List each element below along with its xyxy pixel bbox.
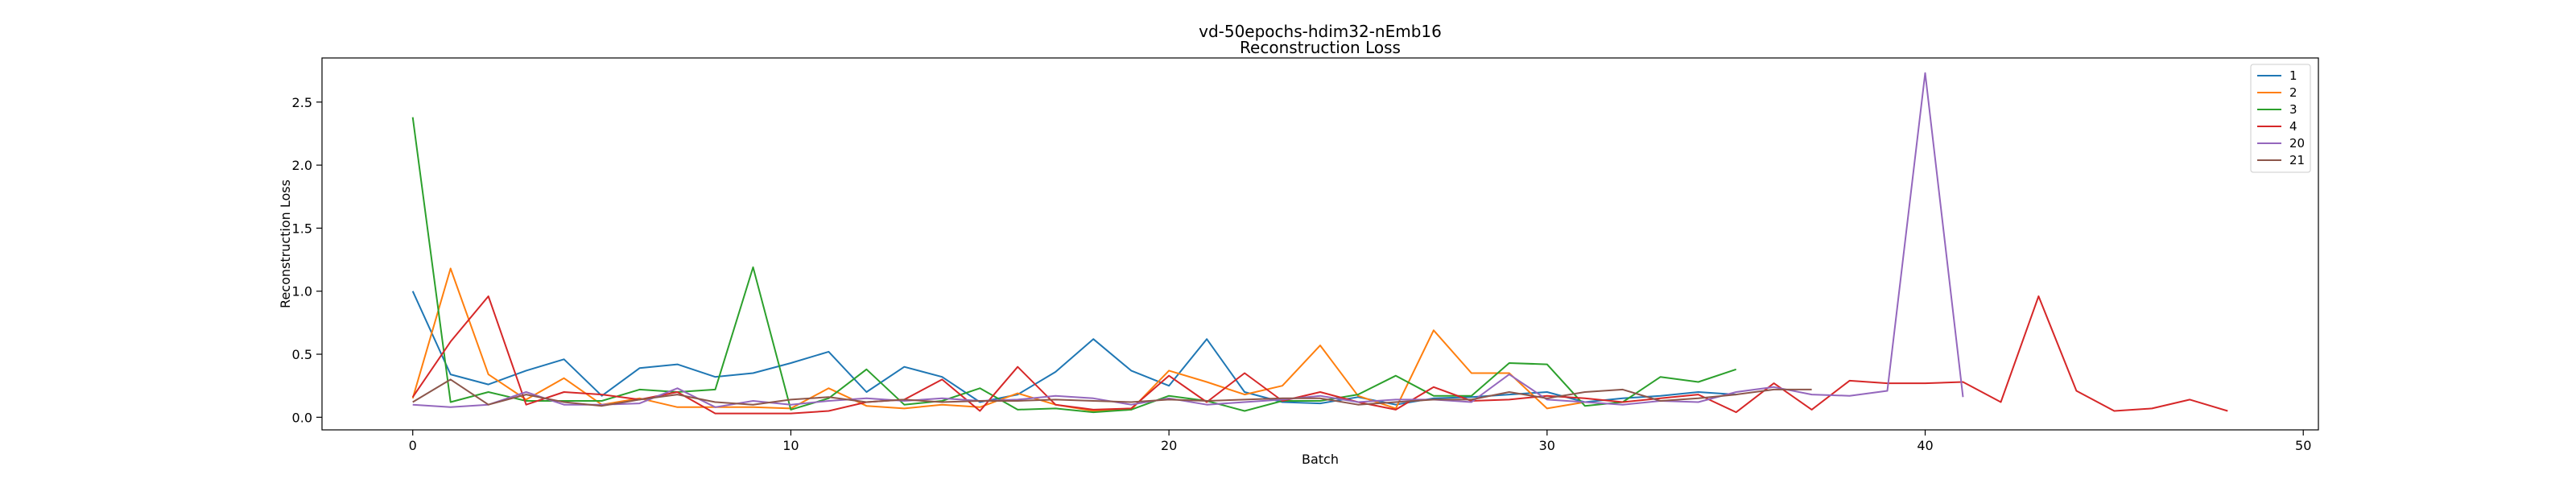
series-line-20: [412, 72, 1964, 408]
x-axis: 0 10 20 30 40 50: [409, 430, 2311, 453]
y-tick-label: 0.5: [292, 347, 312, 362]
x-axis-label: Batch: [1302, 452, 1339, 467]
series-line-4: [411, 295, 2228, 415]
x-tick-label: 10: [782, 438, 799, 453]
y-tick-label: 1.5: [292, 221, 312, 236]
legend: 1 2 3 4 20 21: [2250, 64, 2311, 173]
y-axis: 0.0 0.5 1.0 1.5 2.0 2.5: [292, 95, 322, 425]
legend-label-2: 2: [2289, 85, 2297, 100]
series-layer: [411, 72, 2228, 415]
y-tick-label: 1.0: [292, 284, 312, 299]
series-line-1: [411, 291, 1736, 406]
legend-box: [2250, 64, 2311, 173]
legend-label-21: 21: [2289, 153, 2305, 167]
legend-label-4: 4: [2289, 119, 2297, 134]
chart-subtitle: Reconstruction Loss: [1240, 38, 1401, 57]
x-tick-label: 20: [1161, 438, 1177, 453]
y-tick-label: 0.0: [292, 410, 312, 425]
x-tick-label: 50: [2295, 438, 2311, 453]
x-tick-label: 30: [1539, 438, 1555, 453]
y-tick-label: 2.0: [292, 158, 312, 173]
plot-area: [321, 57, 2319, 431]
series-line-21: [412, 378, 1812, 407]
legend-label-1: 1: [2289, 68, 2297, 83]
y-axis-label: Reconstruction Loss: [278, 180, 293, 308]
chart-title: vd-50epochs-hdim32-nEmb16: [1199, 22, 1442, 41]
x-tick-label: 0: [409, 438, 417, 453]
y-tick-label: 2.5: [292, 95, 312, 110]
legend-label-3: 3: [2289, 102, 2297, 117]
legend-label-20: 20: [2289, 136, 2305, 151]
x-tick-label: 40: [1917, 438, 1933, 453]
series-line-3: [411, 117, 1737, 414]
